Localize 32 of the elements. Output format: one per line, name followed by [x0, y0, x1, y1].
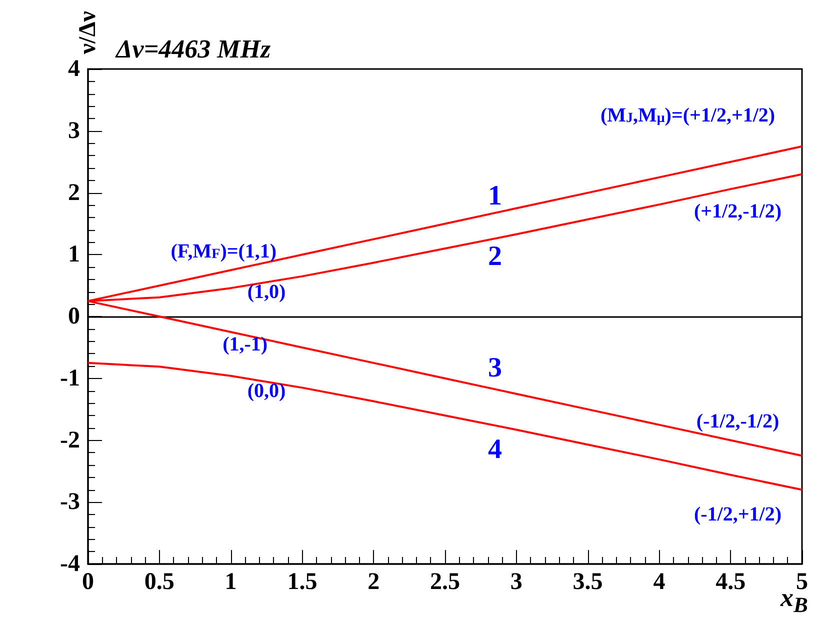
y-tick-label: 3 — [68, 118, 80, 144]
y-tick-label: -1 — [60, 365, 80, 392]
x-tick-label: 1 — [224, 569, 237, 595]
annotation: (F,MF)=(1,1) — [170, 240, 277, 263]
text: Δν=4463 MHz — [115, 34, 272, 64]
y-axis-title: ν/Δν — [75, 10, 101, 56]
x-tick-label: 4.5 — [716, 569, 746, 595]
annotation: 1 — [488, 180, 502, 212]
y-tick-label: 1 — [68, 242, 80, 268]
x-tick-label: 3 — [510, 569, 522, 595]
y-tick-label: -2 — [60, 427, 80, 454]
x-tick-label: 2.5 — [430, 569, 460, 595]
y-tick-label: -4 — [60, 551, 80, 577]
x-tick-label: 3.5 — [572, 569, 603, 595]
annotation: (MJ,Mμ)=(+1/2,+1/2) — [600, 104, 776, 126]
y-tick-label: 2 — [68, 180, 80, 206]
annotation: 3 — [488, 352, 502, 384]
annotation: (1,0) — [247, 280, 286, 303]
annotation: (1,-1) — [222, 333, 268, 356]
x-tick-label: 4 — [653, 569, 666, 595]
annotation: (-1/2,-1/2) — [696, 410, 780, 433]
annotation: 4 — [488, 434, 502, 466]
x-tick-label: 1.5 — [287, 569, 318, 595]
annotation: 2 — [488, 241, 502, 272]
annotation: (-1/2,+1/2) — [694, 504, 782, 526]
x-tick-label: 0.5 — [144, 569, 174, 595]
y-tick-label: 0 — [68, 304, 80, 330]
annotation: (0,0) — [247, 380, 286, 402]
y-tick-label: 4 — [68, 56, 80, 82]
annotation: (+1/2,-1/2) — [694, 200, 782, 222]
x-tick-label: 2 — [368, 569, 380, 595]
y-tick-label: -3 — [60, 489, 80, 516]
